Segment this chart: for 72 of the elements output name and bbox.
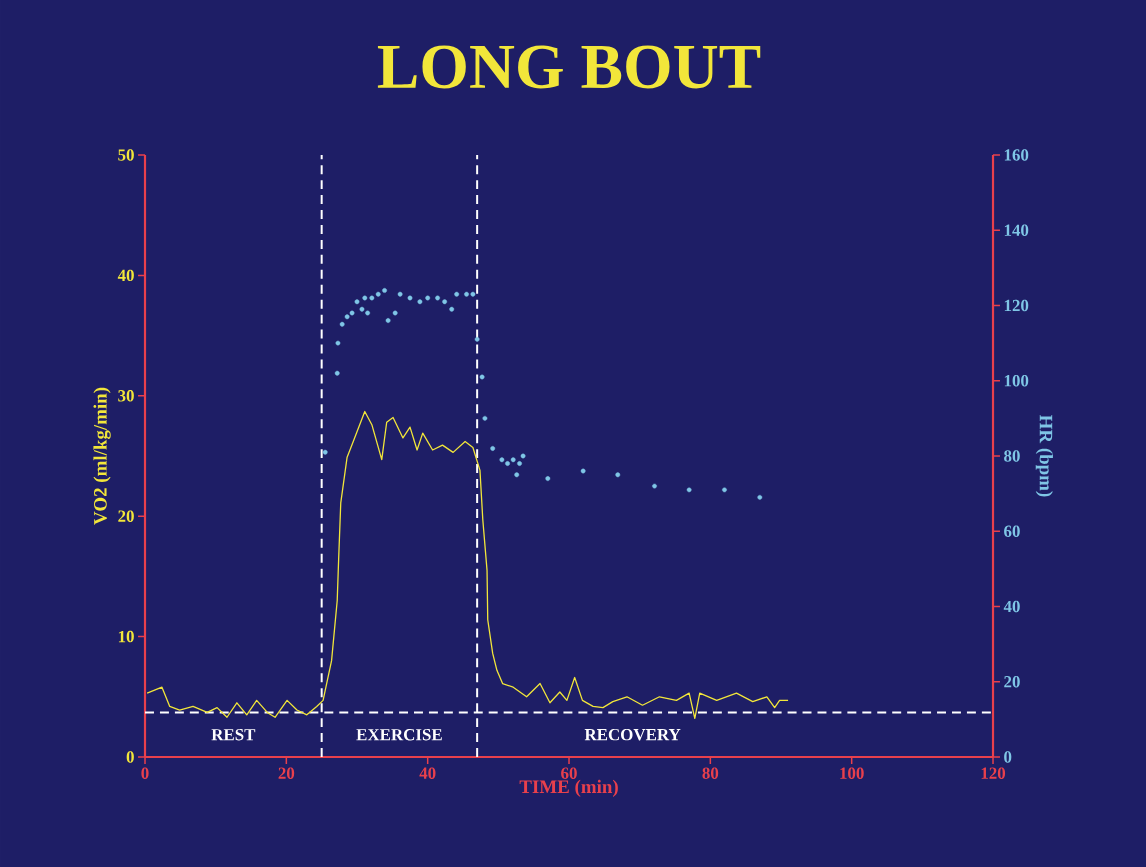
point: [385, 318, 391, 323]
point: [510, 457, 516, 463]
y2-tick-label: 40: [1003, 600, 1020, 613]
annotation: EXERCISE: [356, 729, 442, 741]
point: [375, 291, 381, 297]
x-tick-label: 20: [278, 767, 295, 779]
point: [322, 449, 328, 455]
y2-tick-label: 80: [1004, 450, 1020, 462]
annotation: REST: [211, 729, 256, 741]
point: [454, 291, 460, 297]
y2-axis-title: HR (bpm): [1035, 415, 1053, 497]
chart-title: LONG BOUT: [377, 45, 761, 89]
point: [344, 314, 350, 320]
point: [514, 472, 520, 478]
point: [686, 487, 692, 493]
point: [652, 483, 657, 489]
x-tick-label: 60: [561, 767, 577, 779]
point: [490, 446, 496, 451]
point: [580, 468, 586, 474]
point: [470, 291, 476, 297]
y-tick-label: 30: [118, 390, 134, 402]
point: [407, 295, 413, 301]
point: [392, 310, 398, 316]
point: [442, 299, 448, 305]
y2-tick-label: 100: [1004, 375, 1029, 387]
x-tick-label: 40: [419, 767, 436, 779]
y-tick-label: 20: [118, 510, 134, 522]
point: [517, 461, 522, 466]
y-tick-label: 10: [118, 630, 134, 643]
line-series: [146, 410, 789, 720]
point: [499, 457, 505, 463]
point: [382, 288, 387, 293]
point: [482, 415, 488, 421]
point: [722, 487, 727, 493]
point: [362, 295, 368, 301]
point: [335, 340, 341, 346]
y2-tick-label: 20: [1004, 676, 1020, 688]
x-axis-title: TIME (min): [519, 779, 618, 797]
y2-tick-label: 120: [1004, 299, 1029, 312]
point: [339, 321, 345, 327]
point: [369, 295, 375, 301]
point: [479, 374, 485, 380]
point: [464, 291, 469, 297]
x-tick-label: 100: [840, 767, 864, 779]
y-tick-label: 0: [126, 751, 134, 763]
point: [545, 476, 551, 481]
point: [359, 306, 365, 312]
x-tick-label: 80: [702, 767, 719, 779]
point: [354, 299, 360, 305]
y-axis-title: VO2 (ml/kg/min): [93, 387, 111, 525]
x-tick-label: 0: [141, 767, 149, 779]
point: [334, 370, 340, 376]
y2-tick-label: 160: [1004, 149, 1029, 161]
point: [615, 472, 621, 478]
y-tick-label: 40: [117, 269, 134, 282]
point: [365, 310, 370, 316]
point: [520, 453, 526, 459]
point: [757, 494, 763, 500]
point: [435, 295, 440, 301]
point: [349, 310, 355, 316]
y-tick-label: 50: [118, 149, 134, 161]
y2-tick-label: 60: [1004, 525, 1020, 537]
point: [505, 461, 510, 466]
point: [425, 295, 431, 301]
y2-tick-label: 140: [1004, 224, 1029, 236]
annotation: RECOVERY: [584, 728, 681, 741]
y2-tick-label: 0: [1004, 751, 1012, 763]
point: [417, 299, 423, 305]
x-tick-label: 120: [981, 767, 1006, 779]
point: [474, 336, 480, 342]
point: [397, 291, 403, 297]
point: [449, 306, 455, 312]
